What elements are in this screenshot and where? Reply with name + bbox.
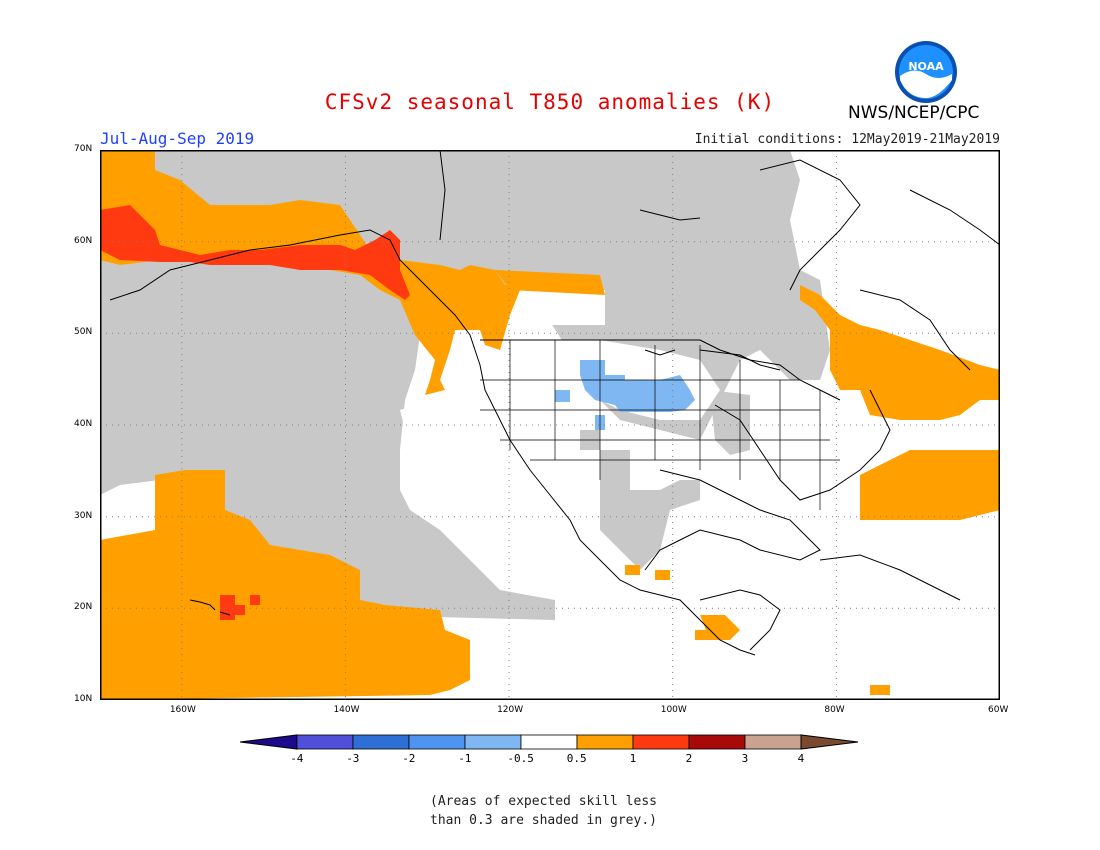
footnote-line-2: than 0.3 are shaded in grey.)	[430, 813, 657, 828]
season-label: Jul-Aug-Sep 2019	[100, 129, 255, 148]
colorbar-tick-label: 1	[629, 752, 637, 765]
latitude-tick-label: 60N	[74, 235, 93, 246]
anomaly-map	[100, 150, 1000, 700]
footnote-line-1: (Areas of expected skill less	[430, 794, 657, 809]
agency-label: NWS/NCEP/CPC	[848, 103, 980, 123]
latitude-tick-label: 20N	[74, 602, 93, 613]
colorbar-low-arrow	[240, 734, 298, 750]
colorbar-tick-label: 0.5	[566, 752, 587, 765]
colorbar-segment	[408, 734, 466, 750]
longitude-tick-label: 100W	[660, 705, 687, 715]
colorbar-segment	[632, 734, 690, 750]
logo-text: NOAA	[908, 60, 944, 73]
colorbar-segment	[296, 734, 354, 750]
colorbar	[240, 734, 859, 750]
colorbar-tick-label: 2	[685, 752, 693, 765]
initial-conditions-label: Initial conditions: 12May2019-21May2019	[694, 132, 1000, 147]
latitude-tick-label: 50N	[74, 327, 93, 338]
state-borders	[480, 340, 840, 510]
warm-anomaly-areas	[100, 150, 1000, 700]
graticule	[100, 150, 1000, 700]
map-title: CFSv2 seasonal T850 anomalies (K)	[324, 90, 776, 114]
colorbar-tick-label: -3	[346, 752, 360, 765]
colorbar-segment	[688, 734, 746, 750]
colorbar-tick-label: -4	[290, 752, 304, 765]
longitude-tick-label: 140W	[333, 705, 360, 715]
colorbar-tick-label: 4	[797, 752, 805, 765]
colorbar-segment	[520, 734, 578, 750]
colorbar-segment	[576, 734, 634, 750]
colorbar-tick-label: -2	[402, 752, 416, 765]
longitude-tick-label: 60W	[988, 705, 1009, 715]
colorbar-tick-label: 3	[741, 752, 749, 765]
latitude-tick-label: 10N	[74, 694, 93, 704]
longitude-tick-label: 120W	[497, 705, 524, 715]
longitude-tick-label: 80W	[824, 705, 845, 715]
latitude-tick-label: 30N	[74, 510, 93, 521]
colorbar-segment	[744, 734, 802, 750]
latitude-tick-label: 70N	[74, 144, 93, 154]
colorbar-tick-label: -0.5	[507, 752, 534, 765]
map-frame	[100, 150, 1000, 700]
noaa-logo: NOAA	[895, 41, 957, 103]
colorbar-tick-label: -1	[458, 752, 472, 765]
colorbar-segment	[352, 734, 410, 750]
longitude-tick-label: 160W	[169, 705, 196, 715]
skill-footnote: (Areas of expected skill less than 0.3 a…	[430, 792, 780, 830]
colorbar-high-arrow	[800, 734, 859, 750]
latitude-tick-label: 40N	[74, 419, 93, 429]
colorbar-segment	[464, 734, 522, 750]
